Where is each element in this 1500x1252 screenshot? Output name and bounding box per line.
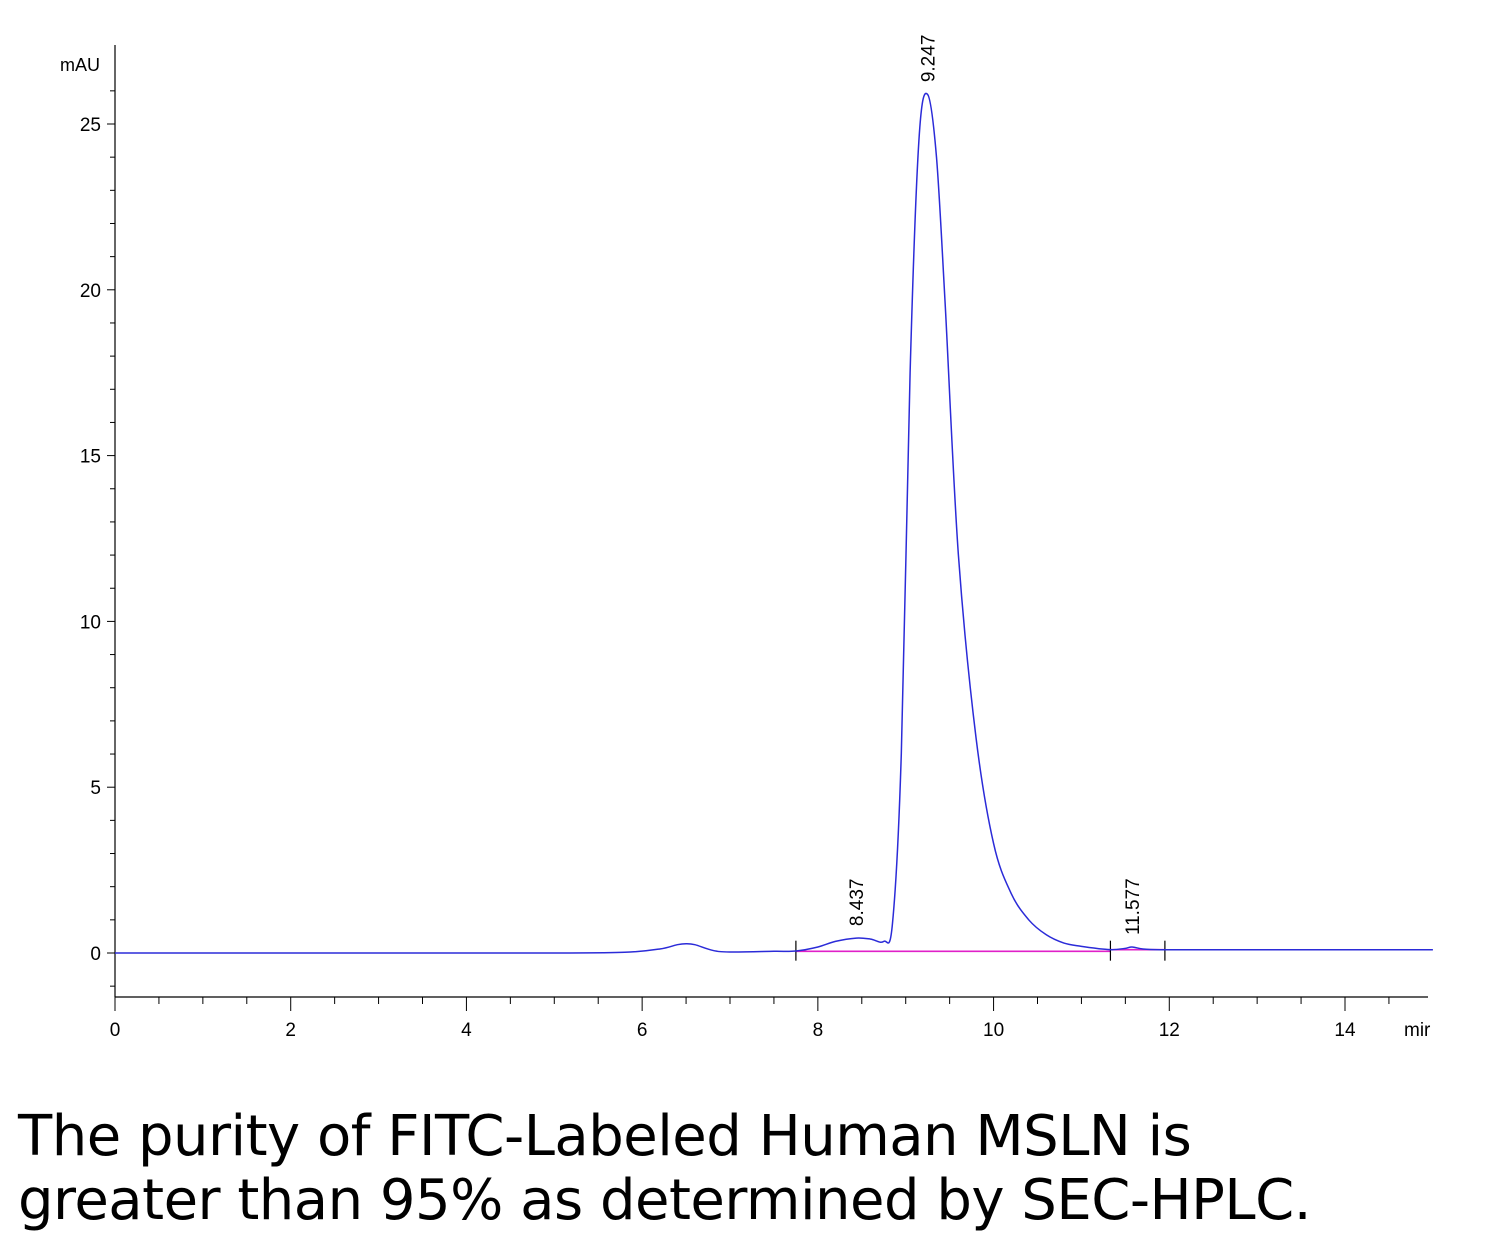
caption-line-1: The purity of FITC-Labeled Human MSLN is [18,1104,1192,1169]
y-tick-label: 15 [80,447,101,468]
y-tick-label: 25 [80,115,101,136]
chromatogram-trace [114,92,1433,954]
y-tick-label: 0 [90,944,101,965]
x-tick-label: 10 [983,1020,1004,1041]
x-tick-label: 12 [1159,1020,1180,1041]
peak-label: 8.437 [847,879,868,927]
x-tick-label: 0 [110,1020,121,1041]
caption: The purity of FITC-Labeled Human MSLN is… [18,1105,1478,1233]
y-tick-label: 5 [90,778,101,799]
peak-label: 9.247 [918,35,939,83]
x-axis-label: mir [1404,1020,1431,1041]
caption-line-2: greater than 95% as determined by SEC-HP… [18,1168,1312,1233]
x-tick-label: 4 [461,1020,472,1041]
chromatogram-chart: 0 5 10 15 20 25 mAU 0 2 4 6 8 10 12 14 mir 8.437 9.247 11… [60,35,1433,1041]
peak-label: 11.577 [1123,878,1144,935]
axes: 0 5 10 15 20 25 mAU 0 2 4 6 8 10 12 14 mir [60,45,1431,1041]
x-tick-label: 14 [1334,1020,1356,1041]
y-tick-label: 10 [80,612,101,633]
chart-labels: 8.437 9.247 11.577 [847,35,1144,935]
x-tick-label: 6 [637,1020,648,1041]
x-tick-label: 8 [813,1020,824,1041]
y-axis-label: mAU [60,55,100,75]
y-tick-label: 20 [80,281,101,302]
chart-marks [114,92,1433,961]
x-tick-label: 2 [285,1020,296,1041]
